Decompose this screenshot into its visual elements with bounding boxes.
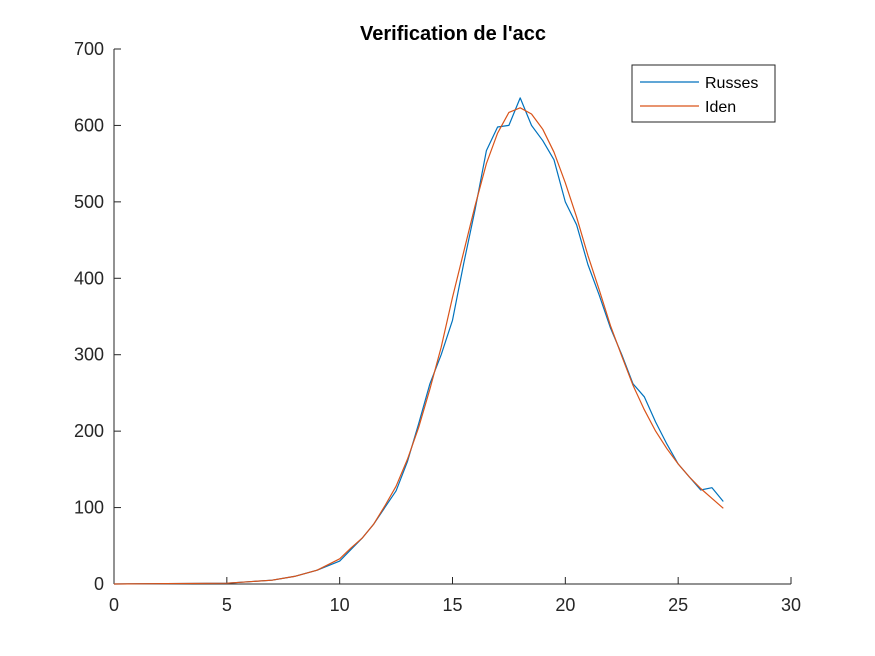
legend-label: Russes [705, 75, 758, 92]
x-tick-label: 0 [109, 595, 119, 615]
y-tick-label: 500 [74, 192, 104, 212]
series-lines [113, 97, 724, 585]
series-line-iden [113, 107, 724, 585]
x-tick-label: 10 [330, 595, 350, 615]
x-tick-label: 30 [781, 595, 801, 615]
y-tick-label: 600 [74, 115, 104, 135]
y-tick-label: 0 [94, 574, 104, 594]
x-tick-label: 15 [442, 595, 462, 615]
x-tick-label: 5 [222, 595, 232, 615]
legend-box [631, 64, 776, 123]
y-tick-label: 300 [74, 345, 104, 365]
y-tick-label: 400 [74, 268, 104, 288]
y-tick-label: 200 [74, 421, 104, 441]
y-tick-label: 700 [74, 39, 104, 59]
y-tick-label: 100 [74, 498, 104, 518]
series-line-russes [113, 97, 724, 585]
legend-label: Iden [705, 99, 736, 116]
x-tick-label: 25 [668, 595, 688, 615]
legend: Russes Iden [631, 64, 776, 123]
chart-title: Verification de l'acc [360, 23, 546, 45]
x-tick-label: 20 [555, 595, 575, 615]
